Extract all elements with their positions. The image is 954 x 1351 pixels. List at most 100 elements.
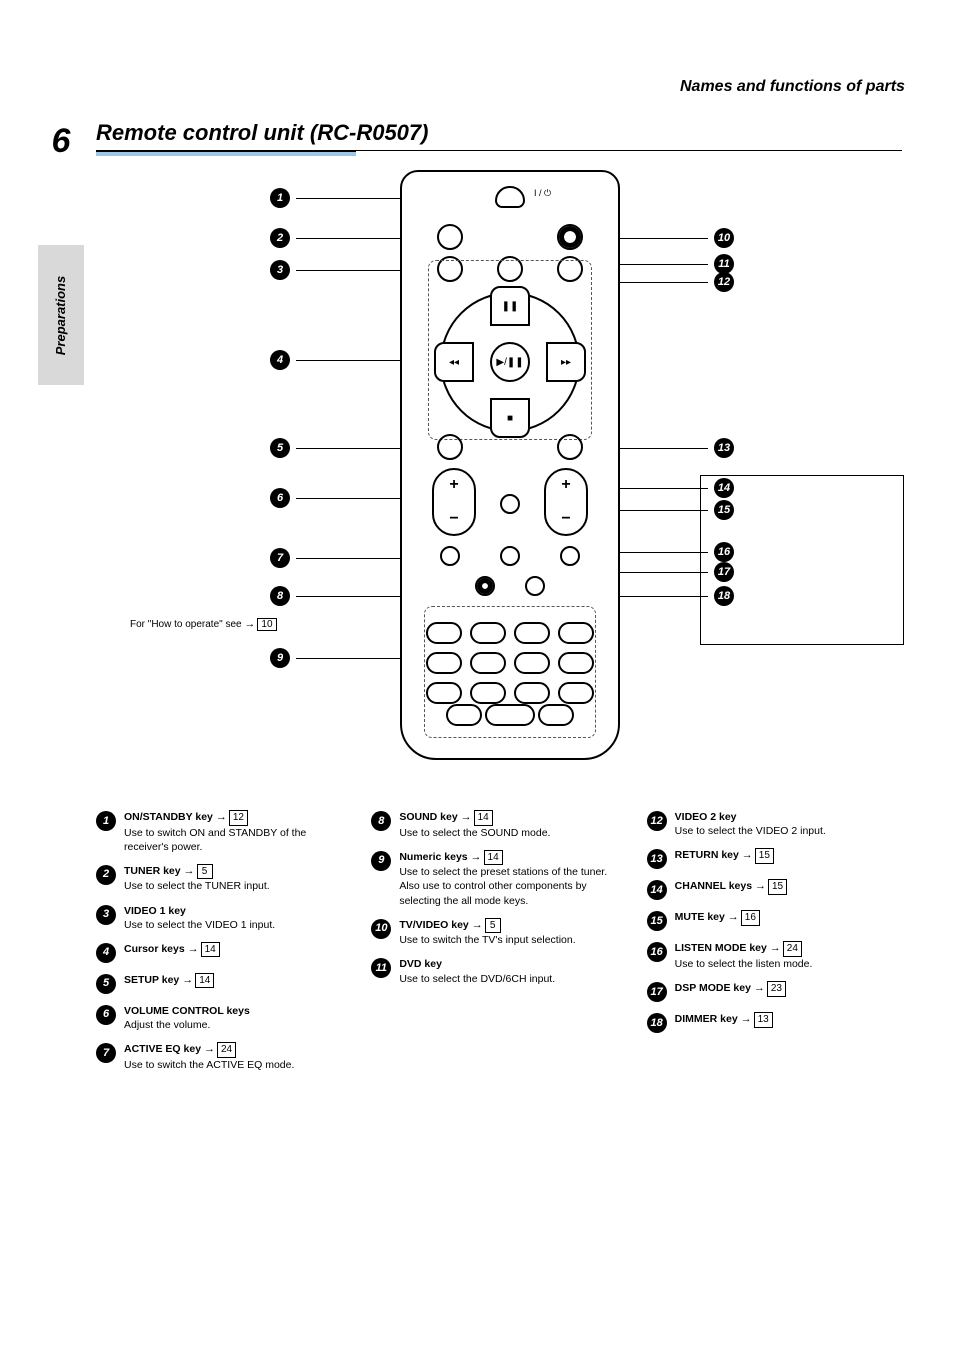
section-header: Names and functions of parts — [680, 78, 905, 96]
desc-extra: Use to switch the TV's input selection. — [399, 933, 626, 947]
desc-extra: Use to select the TUNER input. — [124, 879, 351, 893]
numkey-icon — [514, 622, 550, 644]
how-to-text: For "How to operate" see — [130, 619, 242, 630]
desc-extra: Use to select the listen mode. — [675, 957, 902, 971]
callout-10: 10 — [608, 228, 734, 248]
badge-2: 2 — [270, 228, 290, 248]
badge-13: 13 — [714, 438, 734, 458]
desc-item: 1ON/STANDBY key →12Use to switch ON and … — [96, 810, 351, 854]
tuner-button-icon — [437, 224, 463, 250]
page-number: 6 — [52, 122, 71, 161]
desc-body: SETUP key →14 — [124, 973, 351, 994]
desc-badge: 16 — [647, 942, 667, 962]
desc-item: 18DIMMER key →13 — [647, 1012, 902, 1033]
desc-badge: 1 — [96, 811, 116, 831]
desc-badge: 3 — [96, 905, 116, 925]
dspmode-btn-icon — [500, 546, 520, 566]
desc-extra: Use to select the VIDEO 1 input. — [124, 918, 351, 932]
desc-col-left: 1ON/STANDBY key →12Use to switch ON and … — [96, 810, 351, 1082]
desc-pageref: →13 — [741, 1013, 773, 1025]
numeric-keypad — [426, 622, 594, 704]
desc-title: VOLUME CONTROL keys — [124, 1005, 250, 1017]
desc-extra: Use to select the DVD/6CH input. — [399, 972, 626, 986]
desc-body: ACTIVE EQ key →24Use to switch the ACTIV… — [124, 1042, 351, 1072]
desc-col-mid: 8 SOUND key →14Use to select the SOUND mo… — [371, 810, 626, 1082]
desc-badge: 12 — [647, 811, 667, 831]
arrow-icon: → — [742, 849, 753, 861]
numkey-icon — [426, 652, 462, 674]
numkey-icon — [426, 682, 462, 704]
minus-icon: − — [449, 510, 458, 528]
desc-badge: 4 — [96, 943, 116, 963]
desc-item: 7ACTIVE EQ key →24Use to switch the ACTI… — [96, 1042, 351, 1072]
desc-title: RETURN key — [675, 849, 739, 861]
title-rule — [356, 150, 902, 151]
desc-body: DSP MODE key →23 — [675, 981, 902, 1002]
title-row: Remote control unit (RC-R0507) — [96, 120, 902, 146]
desc-body: RETURN key →15 — [675, 848, 902, 869]
mute-btn-icon — [500, 494, 520, 514]
desc-item: 3 VIDEO 1 keyUse to select the VIDEO 1 in… — [96, 904, 351, 932]
page-ref: 14 — [474, 810, 493, 826]
badge-1: 1 — [270, 188, 290, 208]
desc-body: TUNER key →5Use to select the TUNER inpu… — [124, 864, 351, 894]
numeric-keypad-last — [446, 704, 574, 726]
callout-12: 12 — [608, 272, 734, 292]
arrow-icon: → — [182, 974, 193, 986]
tvvideo-button-icon — [557, 224, 583, 250]
desc-badge: 15 — [647, 911, 667, 931]
desc-title: LISTEN MODE key — [675, 942, 767, 954]
badge-5: 5 — [270, 438, 290, 458]
desc-item: 13RETURN key →15 — [647, 848, 902, 869]
desc-extra: Use to switch the ACTIVE EQ mode. — [124, 1058, 351, 1072]
numkey-icon — [470, 622, 506, 644]
desc-title: DVD key — [399, 958, 442, 970]
desc-badge: 5 — [96, 974, 116, 994]
cursor-down-icon: ■ — [490, 398, 530, 438]
desc-body: VIDEO 1 keyUse to select the VIDEO 1 inp… — [124, 904, 351, 932]
page-title: Remote control unit (RC-R0507) — [96, 120, 428, 145]
desc-badge: 11 — [371, 958, 391, 978]
row-setup-return — [402, 434, 618, 460]
arrow-icon: → — [184, 865, 195, 877]
page-ref: 24 — [783, 941, 802, 957]
desc-badge: 8 — [371, 811, 391, 831]
page-ref: 10 — [257, 618, 276, 631]
power-symbol: I / ⏻ — [534, 188, 551, 199]
desc-item: 10TV/VIDEO key →5Use to switch the TV's … — [371, 918, 626, 948]
title-underline — [96, 150, 356, 156]
how-to-operate-note: For "How to operate" see →10 — [130, 618, 277, 631]
desc-badge: 9 — [371, 851, 391, 871]
row-sound-dimmer — [402, 576, 618, 596]
desc-pageref: →16 — [728, 911, 760, 923]
volume-rocker-icon: +− — [432, 468, 476, 536]
desc-badge: 17 — [647, 982, 667, 1002]
numkey-icon — [470, 682, 506, 704]
numkey-icon — [470, 652, 506, 674]
desc-pageref: →5 — [472, 919, 501, 931]
page-ref: 12 — [229, 810, 248, 826]
page-ref: 5 — [485, 918, 501, 934]
desc-badge: 10 — [371, 919, 391, 939]
desc-item: 8 SOUND key →14Use to select the SOUND mo… — [371, 810, 626, 840]
desc-extra: Use to select the preset stations of the… — [399, 865, 626, 908]
cursor-right-icon: ▸▸ — [546, 342, 586, 382]
numkey-icon — [558, 682, 594, 704]
desc-body: VOLUME CONTROL keysAdjust the volume. — [124, 1004, 351, 1032]
arrow-icon: → — [471, 851, 482, 863]
page-ref: 14 — [201, 942, 220, 958]
desc-pageref: →24 — [770, 942, 802, 954]
plus-icon: + — [561, 476, 570, 494]
row-tuner — [402, 224, 618, 250]
desc-body: VIDEO 2 keyUse to select the VIDEO 2 inp… — [675, 810, 902, 838]
setup-btn-icon — [437, 434, 463, 460]
desc-body: SOUND key →14Use to select the SOUND mod… — [399, 810, 626, 840]
desc-item: 16 LISTEN MODE key →24 Use to select the l… — [647, 941, 902, 971]
desc-pageref: →14 — [188, 943, 220, 955]
page-ref: 16 — [741, 910, 760, 926]
desc-badge: 2 — [96, 865, 116, 885]
description-columns: 1ON/STANDBY key →12Use to switch ON and … — [96, 810, 902, 1082]
activeeq-btn-icon — [440, 546, 460, 566]
desc-body: MUTE key →16 — [675, 910, 902, 931]
desc-item: 12 VIDEO 2 keyUse to select the VIDEO 2 i… — [647, 810, 902, 838]
